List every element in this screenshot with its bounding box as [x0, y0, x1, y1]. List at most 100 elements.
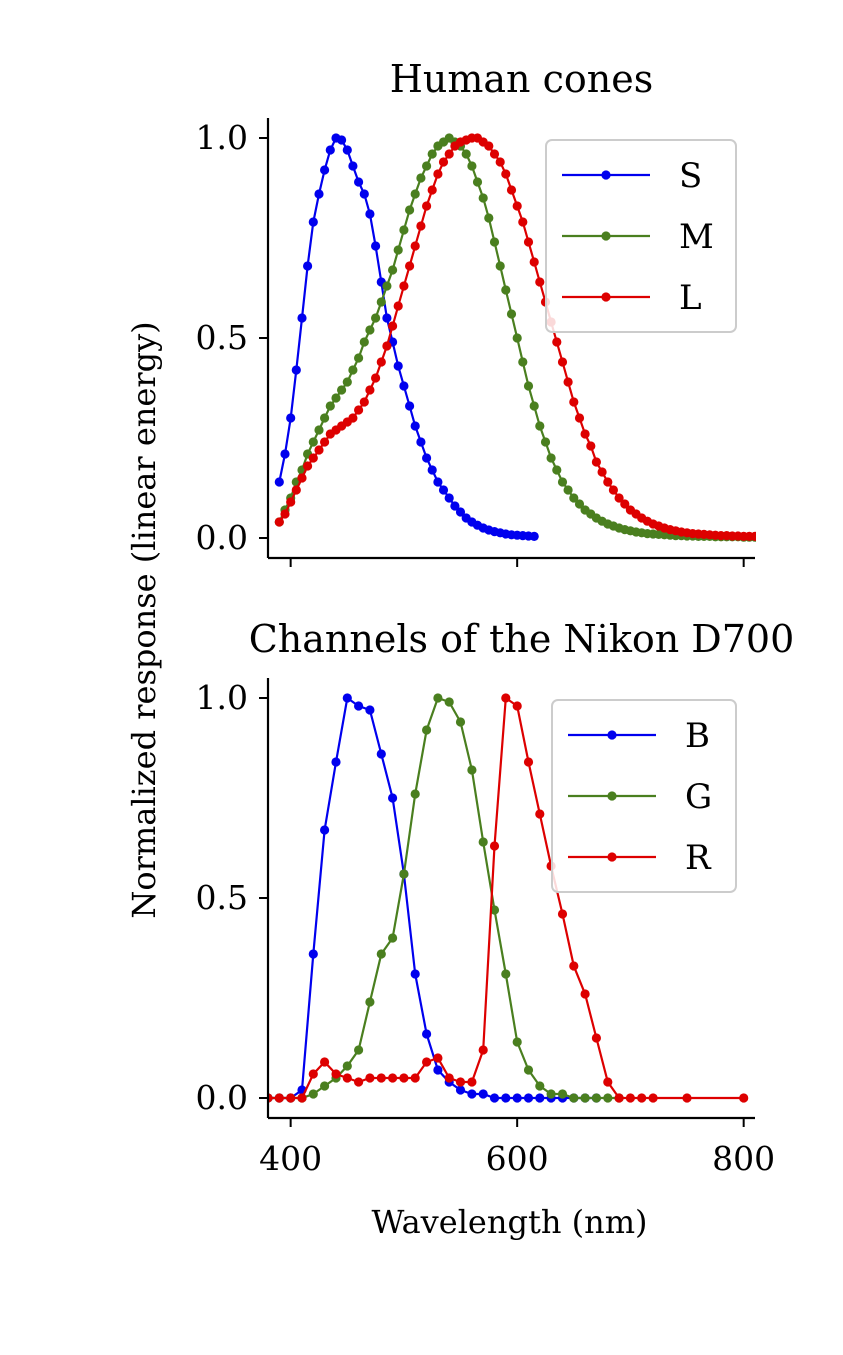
plot-area [269, 693, 749, 1103]
data-point-R [637, 1093, 647, 1103]
data-point-L [410, 241, 420, 251]
data-point-S [433, 477, 443, 487]
data-point-M [399, 225, 409, 235]
data-point-G [376, 949, 386, 959]
data-point-S [274, 477, 284, 487]
data-point-L [512, 201, 522, 211]
data-point-R [297, 1093, 307, 1103]
x-tick-label: 800 [712, 1139, 775, 1178]
legend-label-M: M [679, 217, 714, 257]
legend-label-G: G [685, 777, 712, 817]
data-point-R [603, 1077, 613, 1087]
data-point-M [422, 161, 432, 171]
data-point-L [773, 532, 782, 541]
data-point-G [388, 933, 398, 943]
data-point-G [489, 905, 500, 915]
data-point-B [478, 1089, 488, 1099]
data-point-S [455, 507, 466, 517]
data-point-S [359, 189, 369, 199]
data-point-R [455, 1077, 466, 1087]
legend-marker-B [607, 730, 617, 740]
data-point-M [495, 261, 505, 271]
data-point-M [569, 493, 579, 503]
legend-label-B: B [685, 716, 710, 756]
y-tick-label: 0.5 [196, 318, 248, 357]
data-point-M [405, 205, 415, 215]
data-point-M [393, 245, 403, 255]
data-point-R [523, 757, 534, 767]
data-point-B [342, 693, 352, 703]
data-point-M [506, 309, 517, 319]
data-point-B [433, 1065, 443, 1075]
data-point-M [557, 477, 568, 487]
y-tick-label: 1.0 [196, 678, 248, 717]
data-point-R [489, 841, 500, 851]
data-point-R [625, 1093, 636, 1103]
data-point-R [569, 961, 579, 971]
data-point-R [365, 1073, 375, 1083]
data-point-S [371, 241, 381, 251]
data-point-L [591, 457, 602, 467]
data-point-M [371, 313, 381, 323]
data-point-M [512, 333, 522, 343]
data-point-R [478, 1045, 488, 1055]
data-point-L [348, 413, 358, 423]
data-point-L [416, 221, 426, 231]
data-point-L [308, 453, 318, 463]
data-point-L [359, 397, 369, 407]
data-point-R [682, 1093, 692, 1103]
data-point-L [495, 157, 505, 167]
data-point-S [444, 493, 454, 503]
data-point-L [529, 257, 539, 267]
data-point-G [399, 869, 409, 879]
data-point-L [597, 467, 607, 477]
data-point-G [308, 1089, 318, 1099]
y-tick-label: 0.0 [196, 1078, 248, 1117]
data-point-R [535, 809, 545, 819]
data-point-L [580, 429, 590, 439]
data-point-L [393, 301, 403, 311]
data-point-B [320, 825, 330, 835]
data-point-R [501, 693, 511, 703]
data-point-L [501, 169, 511, 179]
data-point-S [438, 485, 449, 495]
data-point-L [438, 157, 449, 167]
data-point-B [422, 1029, 432, 1039]
data-point-R [410, 1073, 420, 1083]
data-point-R [467, 1077, 477, 1087]
data-point-M [461, 149, 471, 159]
data-point-L [427, 185, 437, 195]
data-point-M [467, 161, 477, 171]
data-point-G [455, 717, 466, 727]
data-point-B [523, 1093, 534, 1103]
data-point-S [422, 453, 432, 463]
data-point-S [320, 165, 330, 175]
data-point-M [773, 533, 782, 542]
data-point-S [405, 401, 415, 411]
data-point-L [506, 185, 517, 195]
data-point-B [376, 749, 386, 759]
data-point-G [410, 789, 420, 799]
data-point-M [331, 393, 341, 403]
data-point-G [320, 1081, 330, 1091]
data-point-L [603, 477, 613, 487]
data-point-M [501, 285, 511, 295]
data-point-B [501, 1093, 511, 1103]
data-point-L [376, 357, 386, 367]
data-point-S [303, 261, 313, 271]
panel-human-cones: Human cones 0.0 0.5 1.0 SML [196, 57, 782, 567]
data-point-M [484, 213, 494, 223]
data-point-R [422, 1057, 432, 1067]
data-point-M [472, 177, 483, 187]
legend-label-L: L [679, 278, 702, 318]
data-point-M [767, 533, 776, 542]
data-point-S [314, 189, 324, 199]
data-point-M [546, 453, 556, 463]
data-point-M [308, 437, 318, 447]
data-point-M [518, 357, 528, 367]
data-point-G [444, 697, 454, 707]
data-point-M [756, 533, 765, 542]
data-point-L [614, 493, 624, 503]
data-point-L [767, 532, 776, 541]
data-point-L [433, 169, 443, 179]
